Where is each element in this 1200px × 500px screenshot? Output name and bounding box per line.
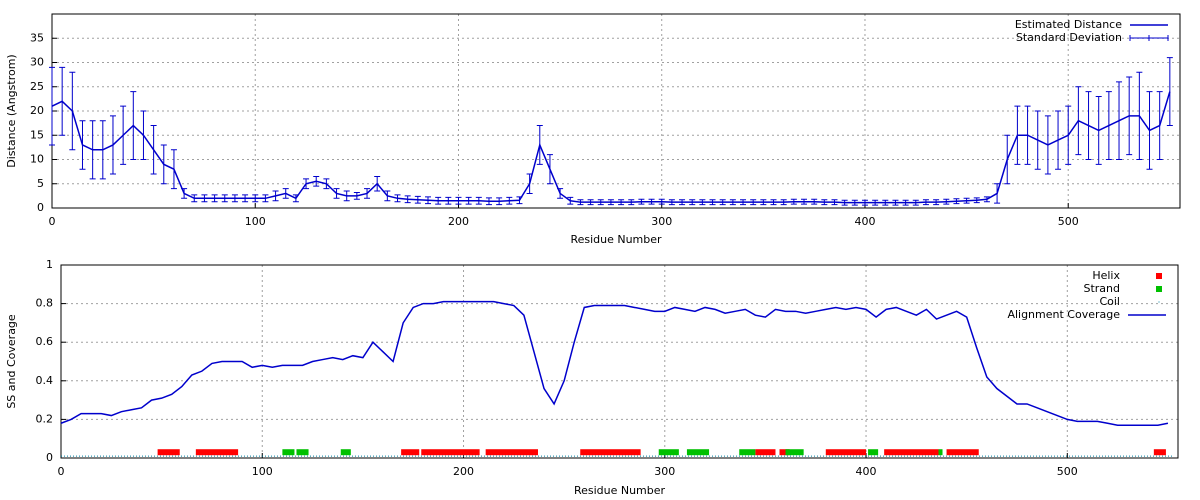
x-tick-label: 500 <box>1057 465 1078 478</box>
ss-segment <box>421 449 480 456</box>
ss-segment <box>195 449 239 456</box>
legend-label: Strand <box>1083 282 1120 295</box>
x-axis-label: Residue Number <box>570 233 662 246</box>
y-axis-label: SS and Coverage <box>5 314 18 409</box>
legend-swatch <box>1158 301 1160 303</box>
y-tick-label: 5 <box>37 177 44 190</box>
y-tick-label: 0.2 <box>36 412 54 425</box>
y-tick-label: 0.6 <box>36 335 54 348</box>
data-line <box>60 300 1169 426</box>
x-tick-label: 100 <box>252 465 273 478</box>
ss-segment <box>157 449 180 456</box>
x-tick-label: 300 <box>654 465 675 478</box>
x-tick-label: 500 <box>1058 215 1079 228</box>
y-tick-label: 0.8 <box>36 297 54 310</box>
ss-segment <box>658 449 679 456</box>
x-tick-label: 300 <box>651 215 672 228</box>
y-tick-label: 35 <box>30 31 44 44</box>
ss-segment <box>1153 449 1166 456</box>
y-tick-label: 20 <box>30 104 44 117</box>
y-tick-label: 0.4 <box>36 374 54 387</box>
ss-segment <box>340 449 351 456</box>
x-tick-label: 100 <box>245 215 266 228</box>
y-tick-label: 0 <box>46 451 53 464</box>
ss-segment <box>779 449 790 456</box>
x-tick-label: 400 <box>856 465 877 478</box>
ss-segment <box>686 449 710 456</box>
error-bar <box>1166 57 1173 127</box>
ss-segment <box>946 449 979 456</box>
ss-segment <box>938 449 943 456</box>
y-tick-label: 0 <box>37 201 44 214</box>
ss-segment <box>485 449 538 456</box>
ss-segment <box>785 449 804 456</box>
plot-frame <box>51 13 1181 209</box>
plot-frame <box>60 264 1179 459</box>
y-tick-label: 15 <box>30 128 44 141</box>
legend-swatch <box>1129 35 1169 41</box>
x-axis-label: Residue Number <box>574 484 666 497</box>
ss-segment <box>825 449 867 456</box>
x-tick-label: 0 <box>49 215 56 228</box>
ss-segment <box>580 449 641 456</box>
y-tick-label: 1 <box>46 258 53 271</box>
legend-swatch <box>1156 273 1162 279</box>
y-tick-label: 30 <box>30 56 44 69</box>
ss-segment <box>401 449 420 456</box>
ss-segment <box>282 449 295 456</box>
x-tick-label: 0 <box>58 465 65 478</box>
legend-label: Estimated Distance <box>1015 18 1122 31</box>
y-tick-label: 25 <box>30 80 44 93</box>
ss-segment <box>755 449 776 456</box>
ss-segment <box>296 449 309 456</box>
ss-segment <box>868 449 879 456</box>
legend-swatch <box>1156 286 1162 292</box>
legend-label: Coil <box>1099 295 1120 308</box>
ss-segment <box>884 449 939 456</box>
data-line <box>51 91 1171 204</box>
legend-label: Alignment Coverage <box>1007 308 1120 321</box>
y-tick-label: 10 <box>30 153 44 166</box>
y-axis-label: Distance (Angstrom) <box>5 54 18 167</box>
x-tick-label: 200 <box>453 465 474 478</box>
legend-label: Standard Deviation <box>1016 31 1122 44</box>
x-tick-label: 200 <box>448 215 469 228</box>
ss-segment <box>739 449 756 456</box>
x-tick-label: 400 <box>854 215 875 228</box>
legend-label: Helix <box>1092 269 1120 282</box>
